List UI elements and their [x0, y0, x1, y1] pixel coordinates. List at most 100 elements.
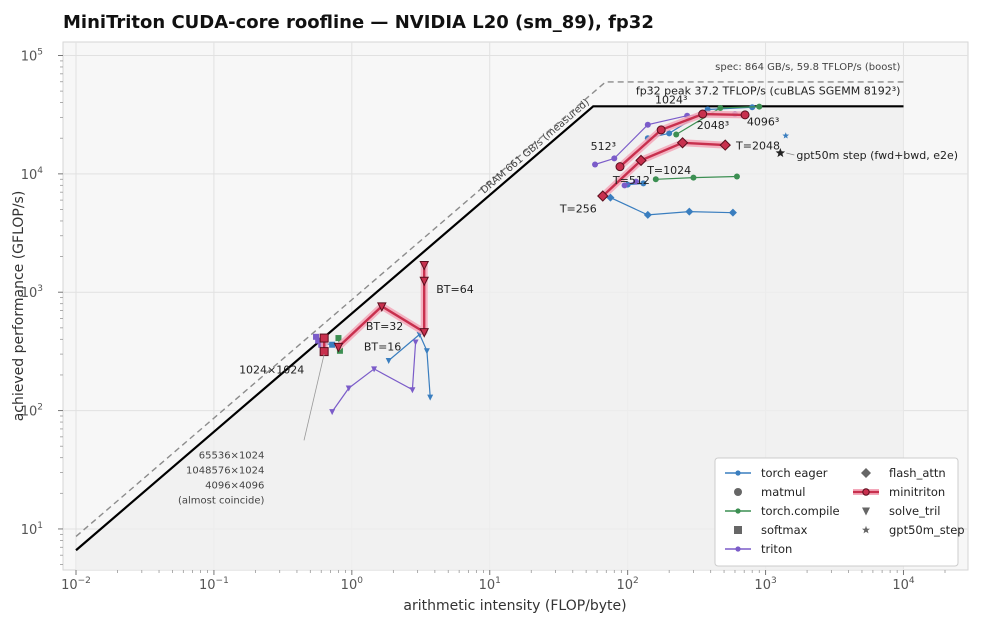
point-torch-compile-matmul_top — [756, 103, 763, 110]
legend-label-minitriton: minitriton — [889, 485, 945, 499]
x-tick-exponent: 4 — [909, 576, 915, 586]
spec-roof-label: spec: 864 GB/s, 59.8 TFLOP/s (boost) — [715, 62, 900, 73]
gpt50m-leader — [786, 152, 795, 156]
legend-swatch-dot — [862, 488, 870, 496]
point-triton-solve_tril — [409, 387, 416, 394]
annotation-t1024: T=1024 — [646, 164, 691, 177]
chart-title: MiniTriton CUDA-core roofline — NVIDIA L… — [63, 12, 654, 33]
y-tick-label: 104 — [21, 166, 44, 183]
annotation-m1024: 1024³ — [655, 94, 687, 107]
point-torch-eager-matmul_top — [666, 130, 673, 137]
gpt50m-star-small — [782, 132, 790, 139]
y-tick-exponent: 4 — [37, 166, 43, 176]
minitriton-solve-tril-point — [419, 260, 430, 271]
x-tick-exponent: 3 — [771, 576, 777, 586]
point-triton-solve_tril — [371, 366, 378, 373]
legend-swatch-circle — [734, 488, 742, 496]
legend-label-softmax: softmax — [761, 523, 808, 537]
x-tick-label: 104 — [892, 576, 915, 593]
legend-label-matmul: matmul — [761, 485, 805, 499]
point-torch-eager-matmul — [728, 208, 737, 217]
minitriton-matmul-point — [698, 109, 708, 119]
x-tick-label: 103 — [754, 576, 776, 593]
x-axis-label: arithmetic intensity (FLOP/byte) — [403, 598, 626, 614]
point-torch-compile-softmax — [336, 347, 343, 354]
minitriton-matmul-point — [656, 125, 666, 135]
peak-roof-label: fp32 peak 37.2 TFLOP/s (cuBLAS SGEMM 819… — [636, 84, 901, 97]
point-triton-solve_tril — [345, 385, 352, 392]
point-torch-eager-matmul — [643, 210, 652, 219]
x-tick-exponent: −2 — [78, 576, 91, 586]
minitriton-solve-tril-point — [333, 342, 344, 353]
x-tick-label: 10−2 — [61, 576, 91, 593]
legend-label-torch-compile: torch.compile — [761, 504, 840, 518]
minitriton-matmul-line — [619, 112, 746, 168]
y-tick-exponent: 3 — [37, 284, 43, 294]
y-tick-label: 101 — [21, 521, 43, 538]
x-tick-exponent: 2 — [633, 576, 639, 586]
point-torch-compile-matmul_top — [717, 105, 724, 112]
legend-swatch-diamond — [861, 468, 871, 478]
point-triton-matmul2 — [621, 182, 628, 189]
point-torch-eager-matmul_mid — [640, 180, 647, 187]
annotation-t2048: T=2048 — [735, 140, 780, 153]
minitriton-matmul-point — [615, 162, 625, 172]
series-layer: gpt50m step (fwd+bwd, e2e) — [313, 103, 958, 416]
legend-label-triton: triton — [761, 542, 792, 556]
legend-label-gpt50m-step: gpt50m_step — [889, 523, 965, 537]
gpt50m-label: gpt50m step (fwd+bwd, e2e) — [796, 149, 958, 162]
minitriton-flash-attn-point — [676, 137, 689, 149]
annotation-almost-coincide: (almost coincide) — [178, 496, 264, 507]
point-torch-compile-matmul_top — [673, 131, 680, 138]
annotation-65536x1024: 65536×1024 — [199, 451, 265, 462]
y-tick-exponent: 5 — [37, 47, 43, 57]
annotation-4096x4096: 4096×4096 — [205, 481, 264, 492]
roofline-measured — [75, 105, 904, 552]
legend-swatch-star — [862, 525, 870, 534]
minitriton-solve-tril-point — [419, 276, 430, 287]
y-tick-exponent: 2 — [37, 403, 43, 413]
point-torch-compile-matmul — [733, 173, 740, 180]
minitriton-flash-attn-point — [635, 154, 647, 167]
annotation-t256: T=256 — [559, 203, 597, 216]
annotation-m4096: 4096³ — [747, 116, 779, 129]
series-line-torch-eager-solve_tril — [388, 333, 431, 398]
point-triton-matmul2 — [633, 178, 640, 185]
annotation-1024x1024: 1024×1024 — [239, 363, 304, 376]
legend-swatch-dot — [735, 546, 741, 552]
annotation-m2048: 2048³ — [697, 119, 729, 132]
point-triton-solve_tril — [329, 409, 336, 416]
legend-swatch-dot — [735, 508, 741, 514]
point-triton-softmax — [313, 333, 320, 340]
point-torch-eager-matmul — [685, 207, 694, 216]
minitriton-flash-attn-point — [597, 190, 609, 202]
x-tick-label: 102 — [617, 576, 639, 593]
point-torch-compile-matmul — [690, 174, 697, 181]
minitriton-softmax-point — [319, 333, 329, 343]
annotation-m512: 512³ — [591, 140, 616, 153]
x-tick-exponent: 0 — [357, 576, 363, 586]
legend-swatch-square — [734, 526, 742, 534]
x-tick-label: 10−1 — [199, 576, 229, 593]
point-torch-eager-matmul — [606, 193, 615, 202]
x-tick-exponent: 1 — [495, 576, 501, 586]
roofline-spec — [75, 81, 904, 537]
softmax-leader — [303, 354, 325, 441]
point-torch-compile-matmul — [652, 176, 659, 183]
point-torch-eager-solve_tril — [385, 357, 392, 364]
point-torch-compile-softmax — [335, 335, 342, 342]
point-triton-solve_tril — [412, 339, 419, 346]
legend-box — [714, 457, 959, 567]
roofline-shade — [76, 106, 904, 570]
legend-swatch-dot — [735, 470, 741, 476]
point-triton-matmul — [611, 155, 618, 162]
annotation-bt16: BT=16 — [364, 341, 401, 354]
point-torch-eager-solve_tril — [427, 394, 434, 401]
y-tick-exponent: 1 — [37, 521, 43, 531]
x-tick-label: 101 — [479, 576, 501, 593]
x-tick-label: 100 — [341, 576, 364, 593]
x-tick-exponent: −1 — [216, 576, 229, 586]
annotation-1048576x1024: 1048576×1024 — [186, 466, 264, 477]
